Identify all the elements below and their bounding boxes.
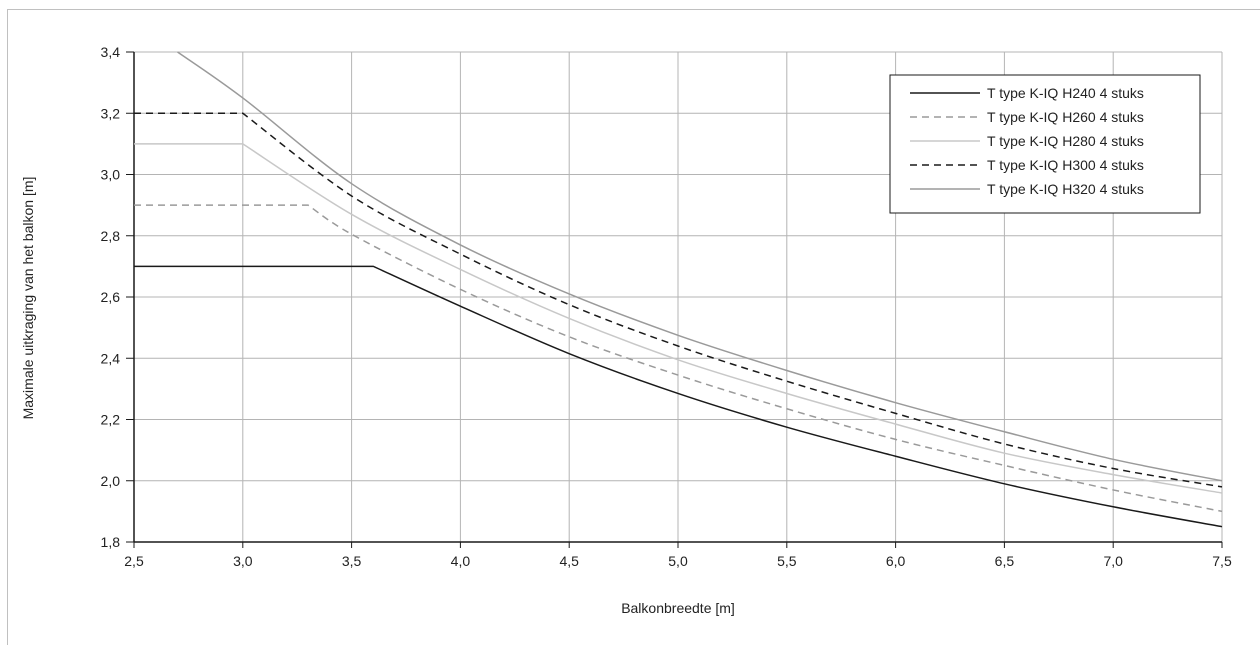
legend-box [889, 74, 1201, 214]
y-tick-label: 2,6 [101, 289, 121, 305]
y-tick-label: 1,8 [101, 534, 121, 550]
legend-t-type-k-iq-h280-4-stuks-label: T type K-IQ H280 4 stuks [987, 133, 1144, 149]
series-t-type-k-iq-h280-4-stuks-line [134, 143, 1223, 494]
x-tick-label: 4,5 [559, 553, 579, 569]
y-tick-label: 3,0 [101, 167, 121, 183]
x-tick-label: 2,5 [124, 553, 144, 569]
x-tick-label: 3,0 [233, 553, 253, 569]
y-tick-label: 3,2 [101, 105, 121, 121]
frame-border-top [7, 9, 1260, 10]
y-tick-label: 3,4 [101, 44, 121, 60]
x-tick-labels: 2,5 3,0 3,5 4,0 4,5 5,0 5,5 6,0 6,5 7,0 7,5 [124, 553, 1232, 569]
x-tick-label: 4,0 [451, 553, 471, 569]
grid [134, 51, 1223, 542]
y-tick-label: 2,2 [101, 412, 121, 428]
x-tick-label: 6,5 [995, 553, 1015, 569]
x-tick-label: 5,0 [668, 553, 688, 569]
y-tick-label: 2,0 [101, 473, 121, 489]
x-tick-label: 5,5 [777, 553, 797, 569]
series-t-type-k-iq-h300-4-stuks-line [134, 112, 1223, 488]
x-axis-title: Balkonbreedte [m] [621, 600, 735, 616]
series-lines [134, 51, 1223, 528]
x-tick-label: 7,0 [1103, 553, 1123, 569]
y-tick-label: 2,4 [101, 350, 121, 366]
x-tick-label: 3,5 [342, 553, 362, 569]
y-axis-title: Maximale uitkraging van het balkon [m] [20, 177, 36, 420]
axes [126, 51, 1223, 548]
series-t-type-k-iq-h320-4-stuks-line [177, 51, 1223, 482]
legend-t-type-k-iq-h240-4-stuks-label: T type K-IQ H240 4 stuks [987, 85, 1144, 101]
x-tick-label: 7,5 [1212, 553, 1232, 569]
frame-border-left [7, 9, 8, 645]
x-tick-label: 6,0 [886, 553, 906, 569]
series-t-type-k-iq-h260-4-stuks-line [134, 204, 1223, 513]
legend-t-type-k-iq-h300-4-stuks-label: T type K-IQ H300 4 stuks [987, 157, 1144, 173]
legend: T type K-IQ H240 4 stuks T type K-IQ H260… [889, 74, 1201, 214]
y-tick-labels: 1,8 2,0 2,2 2,4 2,6 2,8 3,0 3,2 3,4 [101, 44, 121, 550]
y-tick-label: 2,8 [101, 228, 121, 244]
series-t-type-k-iq-h240-4-stuks-line [134, 265, 1223, 528]
legend-t-type-k-iq-h260-4-stuks-label: T type K-IQ H260 4 stuks [987, 109, 1144, 125]
legend-t-type-k-iq-h320-4-stuks-label: T type K-IQ H320 4 stuks [987, 181, 1144, 197]
